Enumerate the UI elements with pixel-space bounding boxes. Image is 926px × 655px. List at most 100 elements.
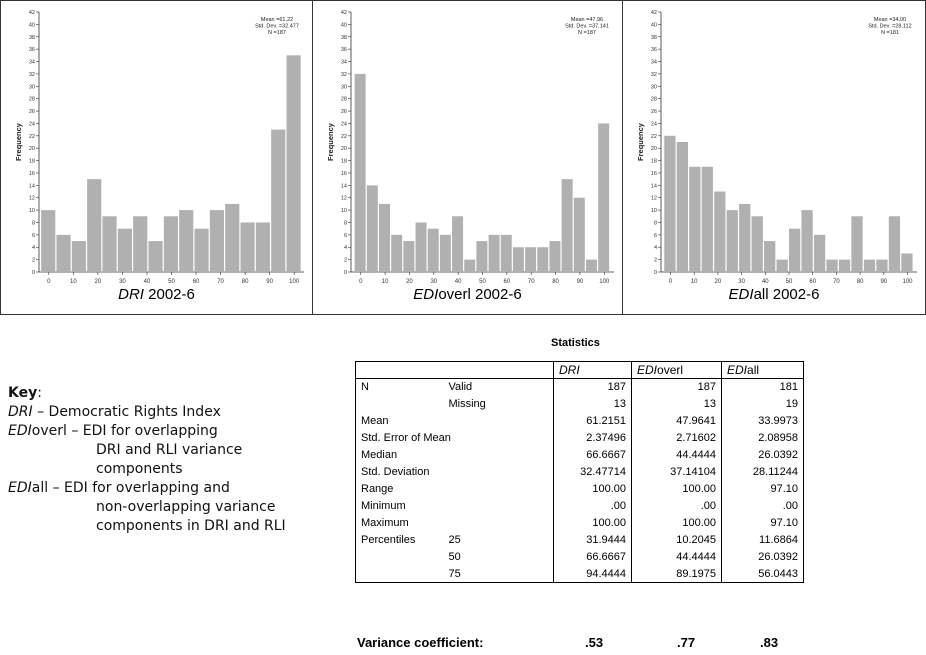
row-sublabel: Valid bbox=[448, 381, 473, 394]
histogram-bar bbox=[585, 259, 597, 272]
histogram-bar bbox=[415, 222, 427, 272]
y-tick-label: 4 bbox=[344, 245, 347, 251]
table-cell: 37.14104 bbox=[631, 463, 722, 481]
table-cell: 56.0443 bbox=[721, 565, 804, 583]
histogram-bar bbox=[876, 259, 888, 272]
histogram-bar bbox=[464, 259, 476, 272]
y-axis-label: Frequency bbox=[326, 122, 335, 161]
y-tick-label: 22 bbox=[651, 134, 657, 140]
y-tick-label: 32 bbox=[29, 72, 35, 78]
y-axis-label: Frequency bbox=[14, 122, 23, 161]
table-cell: 44.4444 bbox=[631, 446, 722, 464]
histogram-bar bbox=[391, 234, 403, 272]
row-label: Std. Deviation bbox=[355, 463, 444, 481]
histogram-bar bbox=[739, 203, 751, 272]
key-line: components bbox=[8, 460, 286, 479]
y-tick-label: 34 bbox=[651, 60, 657, 66]
histogram-bar bbox=[789, 228, 801, 272]
histogram-bar bbox=[537, 247, 549, 272]
variance-label: Variance coefficient: bbox=[357, 635, 484, 650]
title-rest: 2002-6 bbox=[143, 286, 195, 303]
y-tick-label: 42 bbox=[341, 10, 347, 16]
y-tick-label: 20 bbox=[29, 146, 35, 152]
histogram-bar bbox=[379, 203, 390, 272]
title-rest: overl 2002-6 bbox=[438, 286, 522, 303]
x-tick-label: 50 bbox=[479, 279, 486, 285]
x-tick-label: 10 bbox=[691, 279, 698, 285]
x-tick-label: 50 bbox=[786, 279, 793, 285]
key-line: EDIoverl – EDI for overlapping bbox=[8, 422, 286, 441]
histogram-bar bbox=[549, 241, 561, 272]
histogram-bar bbox=[726, 210, 738, 272]
histogram-bar bbox=[225, 203, 240, 272]
table-row: Mean 61.2151 47.9641 33.9973 bbox=[355, 412, 804, 430]
row-sublabel bbox=[444, 498, 554, 515]
x-tick-label: 70 bbox=[217, 279, 224, 285]
table-cell: 97.10 bbox=[721, 480, 804, 498]
histogram-bar bbox=[598, 123, 610, 272]
x-tick-label: 0 bbox=[47, 279, 51, 285]
y-tick-label: 18 bbox=[29, 159, 35, 165]
histogram-bar bbox=[838, 259, 851, 272]
row-sublabel: 25 bbox=[448, 534, 461, 546]
y-tick-label: 26 bbox=[29, 109, 35, 115]
histogram-bar bbox=[476, 241, 488, 272]
column-header-dri: DRI bbox=[553, 361, 632, 379]
y-tick-label: 14 bbox=[651, 183, 657, 189]
key-line: DRI and RLI variance bbox=[8, 441, 286, 460]
histogram-bar bbox=[764, 241, 776, 272]
key-line-text: DRI and RLI variance bbox=[96, 442, 243, 458]
y-tick-label: 2 bbox=[32, 258, 35, 264]
histogram-bar bbox=[488, 234, 500, 272]
table-cell: 26.0392 bbox=[721, 446, 804, 464]
histogram-bar bbox=[826, 259, 838, 272]
y-tick-label: 16 bbox=[29, 171, 35, 177]
row-label bbox=[355, 565, 444, 583]
table-cell: 44.4444 bbox=[631, 548, 722, 566]
table-cell: 32.47714 bbox=[553, 463, 632, 481]
table-row: 50 66.6667 44.4444 26.0392 bbox=[355, 548, 804, 566]
y-tick-label: 6 bbox=[344, 233, 347, 239]
row-sublabel bbox=[444, 481, 554, 498]
column-header-rest: all bbox=[747, 363, 760, 377]
histogram-bar bbox=[41, 210, 56, 272]
row-label: Std. Error of Mean bbox=[355, 429, 554, 447]
histogram-bar bbox=[209, 210, 224, 272]
x-tick-label: 60 bbox=[504, 279, 511, 285]
y-tick-label: 10 bbox=[651, 208, 657, 214]
histogram-bar bbox=[71, 241, 86, 272]
x-tick-label: 0 bbox=[359, 279, 363, 285]
histogram-bar bbox=[751, 216, 763, 272]
table-row: N Valid 187 187 181 bbox=[355, 378, 804, 396]
histogram-bar bbox=[863, 259, 876, 272]
title-rest: all 2002-6 bbox=[753, 286, 820, 303]
y-tick-label: 0 bbox=[32, 270, 35, 276]
x-tick-label: 100 bbox=[903, 279, 914, 285]
table-cell: 13 bbox=[631, 395, 722, 413]
table-cell: 66.6667 bbox=[553, 446, 632, 464]
y-tick-label: 18 bbox=[651, 159, 657, 165]
histogram-bar bbox=[148, 241, 163, 272]
histogram-panel-edioverl: 0 2 4 6 8 10 12 14 16 18 20 22 24 26 28 30 32 34 36 38 40 42 0… bbox=[312, 0, 623, 315]
table-cell: 187 bbox=[553, 378, 632, 396]
row-sublabel bbox=[444, 447, 554, 464]
table-row: Std. Error of Mean 2.37496 2.71602 2.08958 bbox=[355, 429, 804, 447]
y-tick-label: 14 bbox=[29, 183, 35, 189]
table-row: Std. Deviation 32.47714 37.14104 28.11244 bbox=[355, 463, 804, 481]
histogram-bar bbox=[452, 216, 464, 272]
stats-box-line: N =187 bbox=[578, 30, 596, 36]
x-tick-label: 90 bbox=[880, 279, 887, 285]
table-cell: 2.37496 bbox=[553, 429, 632, 447]
stats-box-line: Mean =47.96 bbox=[571, 17, 603, 23]
row-sublabel: 75 bbox=[443, 565, 554, 583]
row-sublabel: 50 bbox=[448, 551, 461, 563]
stats-box-line: N =181 bbox=[881, 30, 899, 36]
histogram-bar bbox=[133, 216, 148, 272]
x-tick-label: 80 bbox=[552, 279, 559, 285]
table-row: Range 100.00 100.00 97.10 bbox=[355, 480, 804, 498]
column-header-ediall: EDIall bbox=[721, 361, 804, 379]
key-line-italic: DRI bbox=[8, 404, 33, 420]
y-tick-label: 36 bbox=[29, 47, 35, 53]
table-cell: 61.2151 bbox=[553, 412, 632, 430]
table-cell: 100.00 bbox=[631, 480, 722, 498]
